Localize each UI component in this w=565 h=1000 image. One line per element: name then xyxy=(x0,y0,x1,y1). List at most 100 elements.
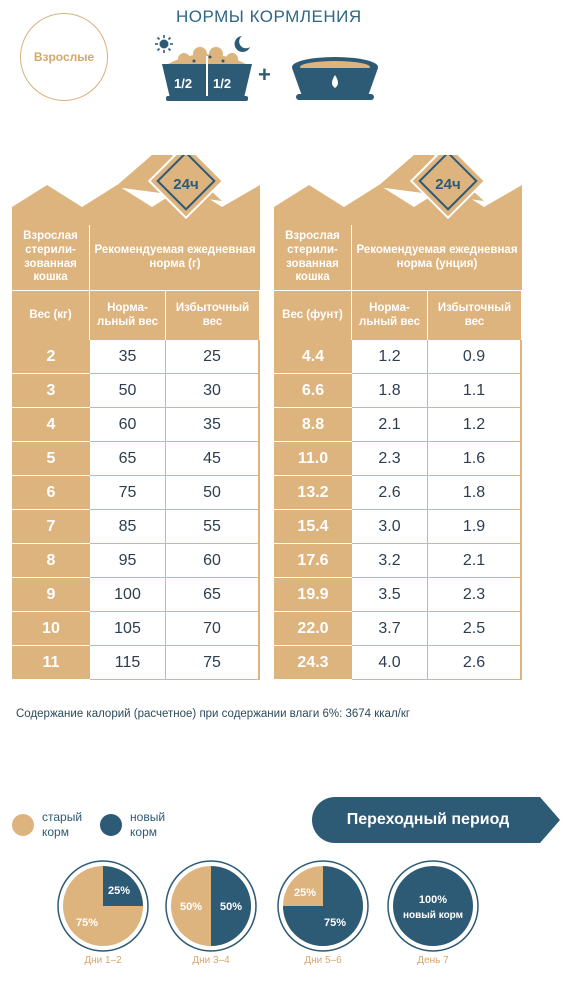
normal-weight-cell: 2.1 xyxy=(352,408,428,442)
table-row: 9 100 65 xyxy=(12,578,260,612)
weight-cell: 7 xyxy=(12,510,90,544)
pie-caption: Дни 1–2 xyxy=(84,955,122,966)
weight-cell: 9 xyxy=(12,578,90,612)
transition-pie-1: 75% 25% Дни 1–2 xyxy=(51,860,155,966)
table-row: 11 115 75 xyxy=(12,646,260,680)
table-row: 4.4 1.2 0.9 xyxy=(274,340,522,374)
overweight-cell: 75 xyxy=(166,646,260,680)
table-row: 11.0 2.3 1.6 xyxy=(274,442,522,476)
overweight-cell: 1.8 xyxy=(428,476,522,510)
table-row: 4 60 35 xyxy=(12,408,260,442)
normal-weight-cell: 1.2 xyxy=(352,340,428,374)
weight-cell: 2 xyxy=(12,340,90,374)
overweight-cell: 2.5 xyxy=(428,612,522,646)
feeding-illustration: 1/2 1/2 + xyxy=(155,35,378,101)
overweight-cell: 70 xyxy=(166,612,260,646)
normal-weight-cell: 85 xyxy=(90,510,166,544)
normal-weight-cell: 3.7 xyxy=(352,612,428,646)
plus-sign: + xyxy=(258,62,271,87)
overweight-cell: 50 xyxy=(166,476,260,510)
normal-weight-header: Норма-льный вес xyxy=(352,290,428,340)
table-row: 8.8 2.1 1.2 xyxy=(274,408,522,442)
legend: старый корм новый корм xyxy=(12,810,165,840)
weight-cell: 3 xyxy=(12,374,90,408)
weight-header: Вес (фунт) xyxy=(274,290,352,340)
legend-new-food: новый корм xyxy=(100,810,165,840)
water-bowl-icon xyxy=(292,57,378,100)
overweight-cell: 2.1 xyxy=(428,544,522,578)
normal-weight-cell: 3.2 xyxy=(352,544,428,578)
weight-cell: 6 xyxy=(12,476,90,510)
weight-cell: 13.2 xyxy=(274,476,352,510)
overweight-cell: 0.9 xyxy=(428,340,522,374)
old-food-swatch xyxy=(12,814,34,836)
normal-weight-cell: 3.0 xyxy=(352,510,428,544)
pie-chart: 50% 50% xyxy=(165,860,257,952)
feeding-table-ounces: 24ч Взрослая стерили-зованная кошка Реко… xyxy=(274,155,522,680)
pie-chart: 100% новый корм xyxy=(387,860,479,952)
normal-weight-cell: 4.0 xyxy=(352,646,428,680)
pie-slice-new xyxy=(211,866,251,946)
table-row: 2 35 25 xyxy=(12,340,260,374)
pie-caption: Дни 3–4 xyxy=(192,955,230,966)
normal-weight-header: Норма-льный вес xyxy=(90,290,166,340)
normal-weight-cell: 65 xyxy=(90,442,166,476)
normal-weight-cell: 1.8 xyxy=(352,374,428,408)
daily-norm-header: Рекомендуемая ежедневная норма (г) xyxy=(90,225,260,290)
weight-cell: 11.0 xyxy=(274,442,352,476)
overweight-cell: 1.9 xyxy=(428,510,522,544)
food-bowl-icon xyxy=(162,47,252,101)
moon-icon xyxy=(234,36,250,52)
cat-type-header: Взрослая стерили-зованная кошка xyxy=(12,225,90,290)
overweight-cell: 25 xyxy=(166,340,260,374)
normal-weight-cell: 35 xyxy=(90,340,166,374)
table-roof: 24ч xyxy=(274,155,522,228)
weight-cell: 8 xyxy=(12,544,90,578)
transition-pie-2: 50% 50% Дни 3–4 xyxy=(159,860,263,966)
half-right-label: 1/2 xyxy=(213,76,231,91)
period-badge-label: 24ч xyxy=(173,176,198,193)
normal-weight-cell: 115 xyxy=(90,646,166,680)
table-row: 17.6 3.2 2.1 xyxy=(274,544,522,578)
weight-cell: 24.3 xyxy=(274,646,352,680)
pie-label: 25% xyxy=(294,887,316,899)
table-row: 6.6 1.8 1.1 xyxy=(274,374,522,408)
weight-cell: 4.4 xyxy=(274,340,352,374)
pie-chart: 75% 25% xyxy=(57,860,149,952)
calorie-note: Содержание калорий (расчетное) при содер… xyxy=(16,708,411,720)
weight-cell: 4 xyxy=(12,408,90,442)
table-row: 13.2 2.6 1.8 xyxy=(274,476,522,510)
pie-label: 50% xyxy=(180,901,202,913)
pie-caption: День 7 xyxy=(417,955,449,966)
normal-weight-cell: 2.3 xyxy=(352,442,428,476)
transition-pie-3: 25% 75% Дни 5–6 xyxy=(271,860,375,966)
weight-cell: 15.4 xyxy=(274,510,352,544)
pie-slice-new xyxy=(103,866,143,906)
table-row: 15.4 3.0 1.9 xyxy=(274,510,522,544)
table-row: 8 95 60 xyxy=(12,544,260,578)
weight-cell: 17.6 xyxy=(274,544,352,578)
legend-new-label-2: корм xyxy=(130,825,158,839)
pie-label: 75% xyxy=(324,917,346,929)
transition-pie-4: 100% новый корм День 7 xyxy=(381,860,485,966)
half-left-label: 1/2 xyxy=(174,76,192,91)
pie-caption: Дни 5–6 xyxy=(304,955,342,966)
feeding-table-grams: 24ч Взрослая стерили-зованная кошка Реко… xyxy=(12,155,260,680)
table-row: 7 85 55 xyxy=(12,510,260,544)
legend-old-label-1: старый xyxy=(42,810,83,824)
pie-slice-old xyxy=(393,866,473,946)
weight-cell: 19.9 xyxy=(274,578,352,612)
transition-banner: Переходный период xyxy=(346,811,510,828)
pie-label: новый корм xyxy=(403,910,463,921)
new-food-swatch xyxy=(100,814,123,836)
age-badge-label: Взрослые xyxy=(33,50,95,64)
weight-cell: 22.0 xyxy=(274,612,352,646)
table-roof: 24ч xyxy=(12,155,260,228)
overweight-header: Избыточный вес xyxy=(166,290,260,340)
weight-cell: 8.8 xyxy=(274,408,352,442)
overweight-cell: 45 xyxy=(166,442,260,476)
overweight-cell: 1.6 xyxy=(428,442,522,476)
overweight-cell: 1.2 xyxy=(428,408,522,442)
weight-cell: 5 xyxy=(12,442,90,476)
pie-label: 75% xyxy=(76,917,98,929)
